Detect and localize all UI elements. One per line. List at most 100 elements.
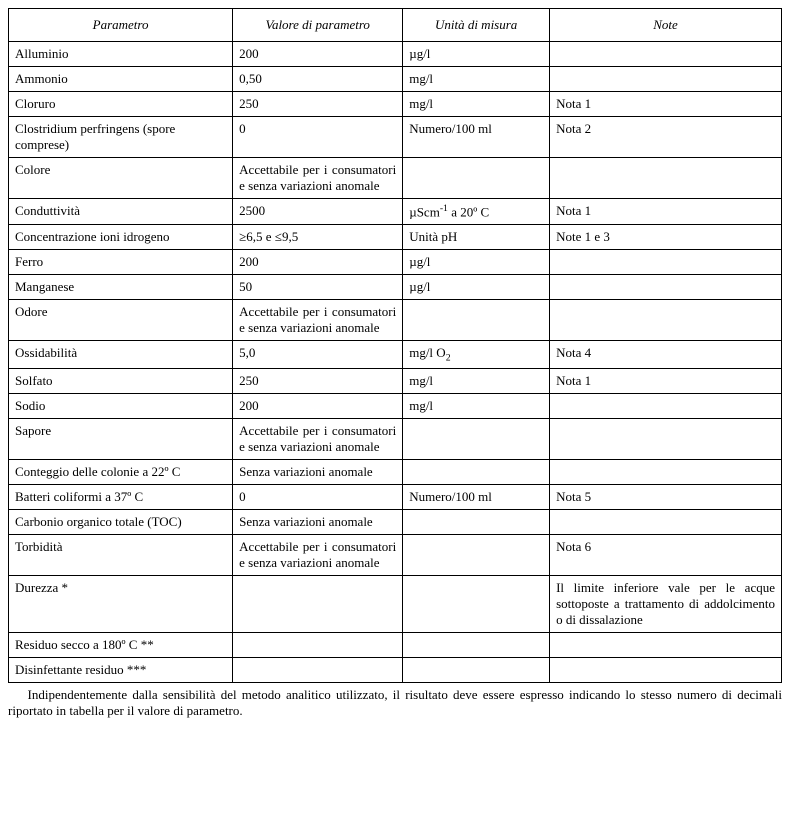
parameters-table: Parametro Valore di parametro Unità di m… — [8, 8, 782, 683]
cell-unita: mg/l O2 — [403, 341, 550, 369]
cell-note — [550, 459, 782, 484]
cell-parametro: Manganese — [9, 275, 233, 300]
cell-unita: µg/l — [403, 250, 550, 275]
cell-valore: Accettabile per i consumatori e senza va… — [233, 534, 403, 575]
cell-unita — [403, 575, 550, 632]
cell-parametro: Odore — [9, 300, 233, 341]
table-row: Sodio200mg/l — [9, 393, 782, 418]
header-parametro: Parametro — [9, 9, 233, 42]
cell-parametro: Conteggio delle colonie a 22º C — [9, 459, 233, 484]
cell-parametro: Colore — [9, 158, 233, 199]
cell-note — [550, 509, 782, 534]
table-row: Solfato250mg/lNota 1 — [9, 368, 782, 393]
table-row: OdoreAccettabile per i consumatori e sen… — [9, 300, 782, 341]
cell-valore: 50 — [233, 275, 403, 300]
cell-parametro: Durezza * — [9, 575, 233, 632]
cell-note: Il limite inferiore vale per le acque so… — [550, 575, 782, 632]
table-row: Conteggio delle colonie a 22º CSenza var… — [9, 459, 782, 484]
cell-unita: mg/l — [403, 67, 550, 92]
cell-valore: 200 — [233, 42, 403, 67]
cell-unita: Unità pH — [403, 225, 550, 250]
table-row: Manganese50µg/l — [9, 275, 782, 300]
cell-note — [550, 42, 782, 67]
cell-parametro: Cloruro — [9, 92, 233, 117]
cell-valore: Accettabile per i consumatori e senza va… — [233, 300, 403, 341]
cell-valore — [233, 575, 403, 632]
cell-note: Nota 1 — [550, 92, 782, 117]
cell-parametro: Sodio — [9, 393, 233, 418]
cell-parametro: Ossidabilità — [9, 341, 233, 369]
cell-valore: Accettabile per i consumatori e senza va… — [233, 418, 403, 459]
cell-parametro: Concentrazione ioni idrogeno — [9, 225, 233, 250]
cell-note: Nota 4 — [550, 341, 782, 369]
table-row: Alluminio200µg/l — [9, 42, 782, 67]
cell-parametro: Clostridium perfringens (spore comprese) — [9, 117, 233, 158]
cell-valore: 250 — [233, 368, 403, 393]
cell-note — [550, 250, 782, 275]
table-row: Ferro200µg/l — [9, 250, 782, 275]
table-row: Cloruro250mg/lNota 1 — [9, 92, 782, 117]
cell-unita — [403, 632, 550, 657]
table-row: Disinfettante residuo *** — [9, 657, 782, 682]
cell-valore — [233, 632, 403, 657]
cell-note: Nota 1 — [550, 368, 782, 393]
cell-valore: 5,0 — [233, 341, 403, 369]
cell-note — [550, 275, 782, 300]
table-row: Clostridium perfringens (spore comprese)… — [9, 117, 782, 158]
cell-parametro: Residuo secco a 180º C ** — [9, 632, 233, 657]
cell-note: Nota 5 — [550, 484, 782, 509]
cell-unita — [403, 418, 550, 459]
cell-parametro: Ferro — [9, 250, 233, 275]
table-row: Conduttività2500µScm-1 a 20º CNota 1 — [9, 199, 782, 225]
cell-parametro: Torbidità — [9, 534, 233, 575]
cell-parametro: Solfato — [9, 368, 233, 393]
table-row: SaporeAccettabile per i consumatori e se… — [9, 418, 782, 459]
cell-note — [550, 393, 782, 418]
cell-unita — [403, 158, 550, 199]
cell-note — [550, 67, 782, 92]
table-row: Ammonio0,50mg/l — [9, 67, 782, 92]
table-row: Durezza * Il limite inferiore vale per le… — [9, 575, 782, 632]
cell-unita: mg/l — [403, 368, 550, 393]
cell-parametro: Ammonio — [9, 67, 233, 92]
cell-unita — [403, 300, 550, 341]
cell-valore: 0 — [233, 484, 403, 509]
cell-unita — [403, 657, 550, 682]
table-body: Alluminio200µg/lAmmonio0,50mg/lCloruro25… — [9, 42, 782, 683]
cell-valore — [233, 657, 403, 682]
cell-note: Nota 6 — [550, 534, 782, 575]
cell-valore: 0 — [233, 117, 403, 158]
cell-valore: Senza variazioni anomale — [233, 459, 403, 484]
header-note: Note — [550, 9, 782, 42]
table-row: ColoreAccettabile per i consumatori e se… — [9, 158, 782, 199]
cell-valore: Accettabile per i consumatori e senza va… — [233, 158, 403, 199]
table-row: Residuo secco a 180º C ** — [9, 632, 782, 657]
cell-valore: 250 — [233, 92, 403, 117]
header-valore: Valore di parametro — [233, 9, 403, 42]
cell-parametro: Alluminio — [9, 42, 233, 67]
cell-unita — [403, 534, 550, 575]
table-header: Parametro Valore di parametro Unità di m… — [9, 9, 782, 42]
cell-parametro: Carbonio organico totale (TOC) — [9, 509, 233, 534]
table-row: Batteri coliformi a 37º C0Numero/100 mlN… — [9, 484, 782, 509]
cell-note — [550, 657, 782, 682]
cell-note — [550, 632, 782, 657]
cell-unita — [403, 459, 550, 484]
table-row: TorbiditàAccettabile per i consumatori e… — [9, 534, 782, 575]
cell-unita: Numero/100 ml — [403, 117, 550, 158]
cell-unita: mg/l — [403, 92, 550, 117]
cell-valore: Senza variazioni anomale — [233, 509, 403, 534]
cell-note: Nota 1 — [550, 199, 782, 225]
cell-valore: 200 — [233, 250, 403, 275]
cell-note: Note 1 e 3 — [550, 225, 782, 250]
cell-unita: µg/l — [403, 275, 550, 300]
cell-valore: 2500 — [233, 199, 403, 225]
cell-note — [550, 300, 782, 341]
cell-valore: 0,50 — [233, 67, 403, 92]
parameters-table-container: Parametro Valore di parametro Unità di m… — [8, 8, 782, 719]
cell-unita: µg/l — [403, 42, 550, 67]
table-row: Ossidabilità5,0mg/l O2Nota 4 — [9, 341, 782, 369]
cell-valore: ≥6,5 e ≤9,5 — [233, 225, 403, 250]
cell-note: Nota 2 — [550, 117, 782, 158]
cell-parametro: Disinfettante residuo *** — [9, 657, 233, 682]
